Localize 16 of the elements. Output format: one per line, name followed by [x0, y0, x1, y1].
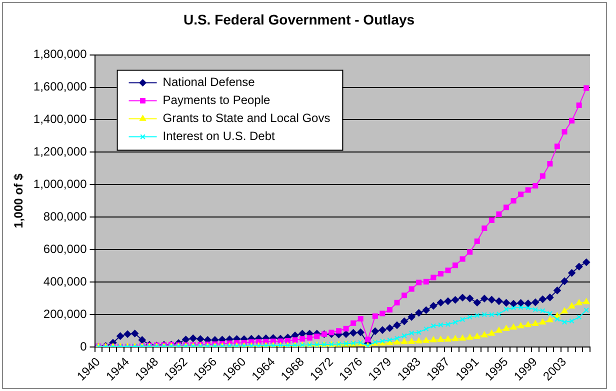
y-axis-title: 1,000 of $ — [12, 173, 26, 228]
y-tick-label: 400,000 — [43, 274, 88, 288]
legend-label: Interest on U.S. Debt — [162, 129, 276, 144]
y-tick-label: 800,000 — [43, 209, 88, 224]
y-tick-label: 0 — [80, 339, 88, 354]
legend-label: Payments to People — [162, 93, 271, 108]
y-tick-label: 1,400,000 — [33, 112, 88, 126]
y-tick-label: 1,600,000 — [33, 80, 88, 94]
y-tick-label: 1,800,000 — [33, 47, 88, 62]
y-tick-label: 1,000,000 — [33, 176, 88, 191]
y-tick-label: 1,200,000 — [33, 144, 88, 158]
legend-label: National Defense — [162, 75, 256, 90]
y-tick-label: 200,000 — [43, 306, 88, 321]
legend-label: Grants to State and Local Govs — [162, 111, 330, 126]
y-tick-label: 600,000 — [43, 242, 88, 256]
chart-title: U.S. Federal Government - Outlays — [183, 11, 415, 28]
